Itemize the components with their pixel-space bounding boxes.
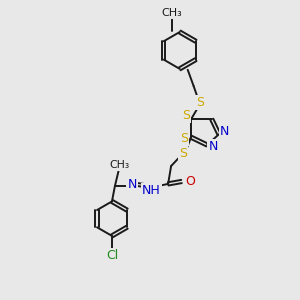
Text: O: O	[185, 175, 195, 188]
Text: N: N	[220, 125, 230, 138]
Text: N: N	[128, 178, 137, 191]
Text: NH: NH	[142, 184, 161, 197]
Text: S: S	[181, 132, 188, 145]
Text: CH₃: CH₃	[110, 160, 130, 170]
Text: S: S	[196, 96, 204, 109]
Text: S: S	[182, 109, 190, 122]
Text: CH₃: CH₃	[161, 8, 182, 18]
Text: N: N	[208, 140, 218, 153]
Text: S: S	[179, 147, 187, 161]
Text: Cl: Cl	[106, 249, 118, 262]
